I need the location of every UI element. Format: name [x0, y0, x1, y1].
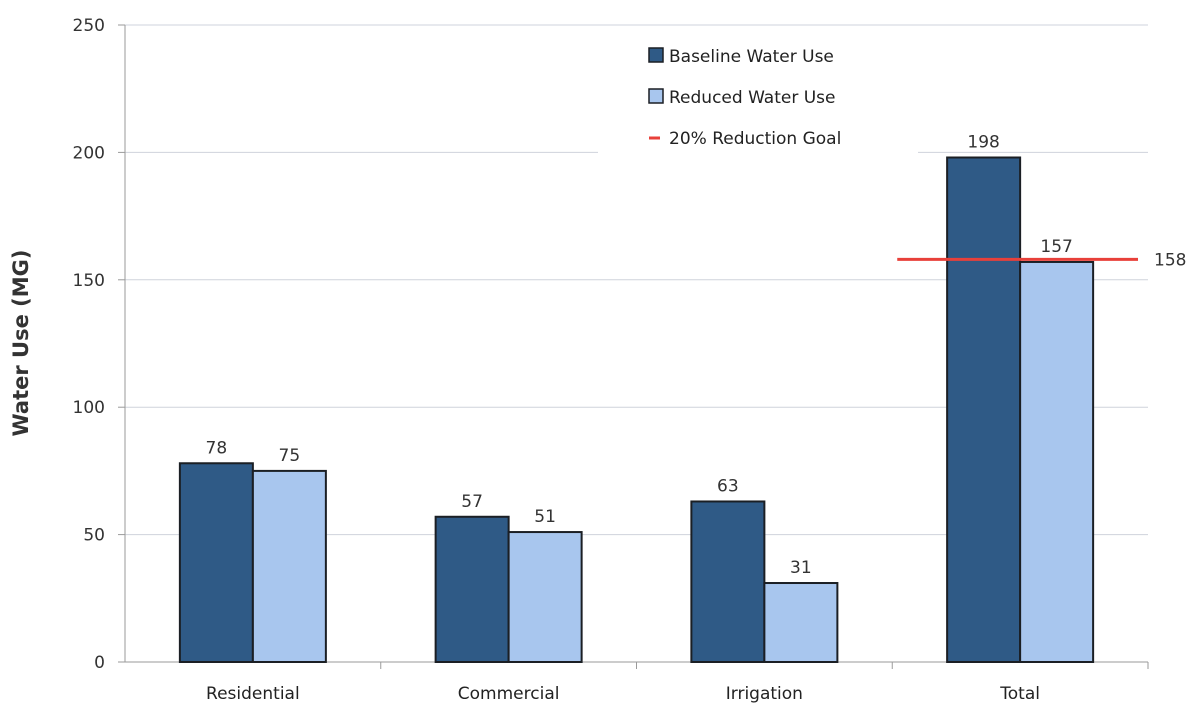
data-label-baseline-water-use-total: 198 [967, 132, 999, 152]
legend-label-reduction-goal: 20% Reduction Goal [669, 129, 841, 149]
bars [178, 156, 1095, 664]
x-tick-label-total: Total [999, 684, 1040, 704]
reduction-goal-line: 158 [897, 250, 1186, 270]
y-tick-label-100: 100 [73, 398, 105, 418]
bar-reduced-water-use-commercial [507, 531, 583, 663]
data-labels: 78 75 57 51 63 31 198 157 [206, 132, 1073, 578]
legend-label-reduced-water-use: Reduced Water Use [669, 88, 836, 108]
data-label-reduced-water-use-irrigation: 31 [790, 558, 812, 578]
y-tick-label-0: 0 [94, 653, 105, 673]
bar-baseline-water-use-commercial [434, 515, 510, 663]
y-tick-label-200: 200 [73, 143, 105, 163]
x-tick-label-irrigation: Irrigation [726, 684, 803, 704]
bar-baseline-water-use-total [946, 156, 1022, 663]
legend: Baseline Water Use Reduced Water Use 20% R… [598, 33, 918, 163]
bar-baseline-water-use-irrigation [690, 500, 766, 664]
y-tick-label-250: 250 [73, 16, 105, 36]
y-axis-title: Water Use (MG) [9, 250, 33, 437]
data-label-baseline-water-use-residential: 78 [206, 438, 228, 458]
x-tick-label-commercial: Commercial [458, 684, 560, 704]
data-label-reduced-water-use-commercial: 51 [534, 507, 556, 527]
legend-swatch-reduced-water-use [648, 88, 664, 104]
data-label-reduced-water-use-total: 157 [1040, 237, 1072, 257]
bar-baseline-water-use-residential [178, 462, 254, 664]
axes: 0 50 100 150 200 250 Residential Commercial Irri… [73, 16, 1149, 704]
y-tick-label-50: 50 [83, 526, 105, 546]
x-tick-label-residential: Residential [206, 684, 300, 704]
data-label-baseline-water-use-commercial: 57 [461, 492, 483, 512]
reduction-goal-label: 158 [1154, 250, 1186, 270]
legend-label-baseline-water-use: Baseline Water Use [669, 47, 834, 67]
bar-reduced-water-use-irrigation [763, 582, 839, 664]
data-label-baseline-water-use-irrigation: 63 [717, 476, 739, 496]
legend-swatch-baseline-water-use [648, 47, 664, 63]
bar-reduced-water-use-residential [251, 469, 327, 663]
data-label-reduced-water-use-residential: 75 [279, 446, 301, 466]
bar-reduced-water-use-total [1019, 260, 1095, 663]
y-tick-label-150: 150 [73, 271, 105, 291]
